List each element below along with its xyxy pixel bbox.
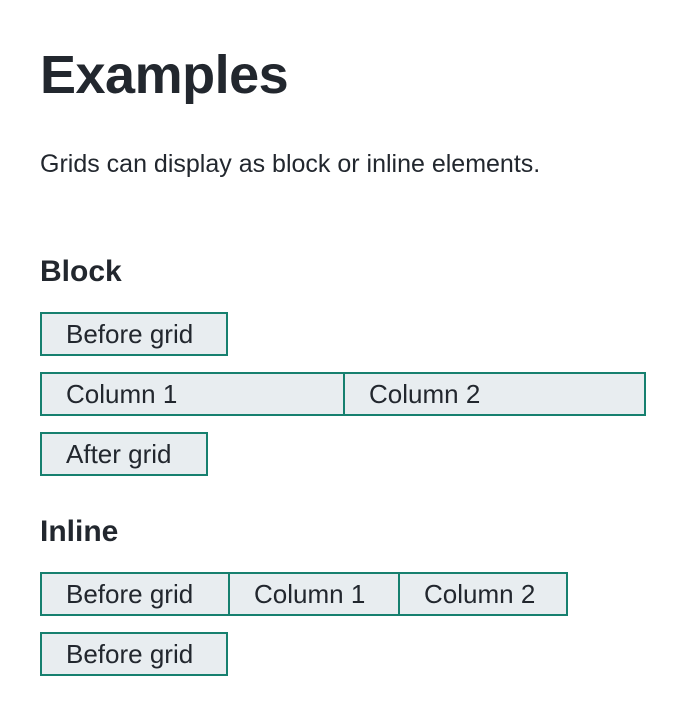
block-section-heading: Block <box>40 255 122 288</box>
inline-before-grid-box: Before grid <box>40 572 230 616</box>
page-title: Examples <box>40 45 289 105</box>
intro-text: Grids can display as block or inline ele… <box>40 150 541 178</box>
block-grid-column-2: Column 2 <box>343 372 646 416</box>
block-before-grid-box: Before grid <box>40 312 228 356</box>
block-after-grid-box: After grid <box>40 432 208 476</box>
inline-section-heading: Inline <box>40 515 119 548</box>
block-grid-column-1: Column 1 <box>40 372 345 416</box>
inline-grid-column-1: Column 1 <box>228 572 400 616</box>
inline-after-grid-box: Before grid <box>40 632 228 676</box>
inline-grid-column-2: Column 2 <box>398 572 568 616</box>
